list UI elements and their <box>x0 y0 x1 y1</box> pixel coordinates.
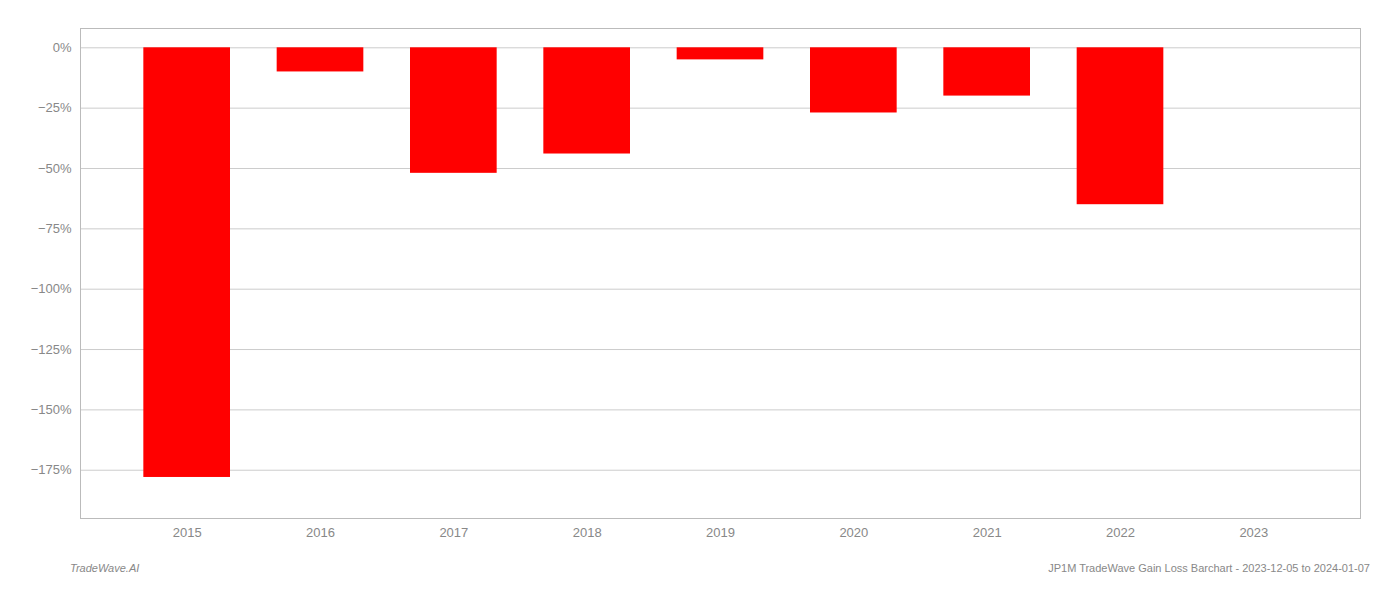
svg-text:2020: 2020 <box>839 525 868 540</box>
svg-text:−75%: −75% <box>38 221 72 236</box>
svg-text:−125%: −125% <box>31 342 72 357</box>
html-text:JP1M TradeWave Gain Loss Barch: JP1M TradeWave Gain Loss Barchart - 2023… <box>1048 562 1370 574</box>
svg-text:−175%: −175% <box>31 462 72 477</box>
svg-text:0%: 0% <box>53 40 72 55</box>
svg-text:−50%: −50% <box>38 161 72 176</box>
svg-text:2023: 2023 <box>1239 525 1268 540</box>
svg-text:2017: 2017 <box>439 525 468 540</box>
svg-text:2015: 2015 <box>173 525 202 540</box>
svg-text:2022: 2022 <box>1106 525 1135 540</box>
svg-text:2016: 2016 <box>306 525 335 540</box>
svg-text:−100%: −100% <box>31 281 72 296</box>
html-text:TradeWave.AI: TradeWave.AI <box>70 562 140 574</box>
svg-text:2018: 2018 <box>573 525 602 540</box>
svg-text:2019: 2019 <box>706 525 735 540</box>
svg-text:−25%: −25% <box>38 100 72 115</box>
svg-text:−150%: −150% <box>31 402 72 417</box>
svg-text:2021: 2021 <box>973 525 1002 540</box>
